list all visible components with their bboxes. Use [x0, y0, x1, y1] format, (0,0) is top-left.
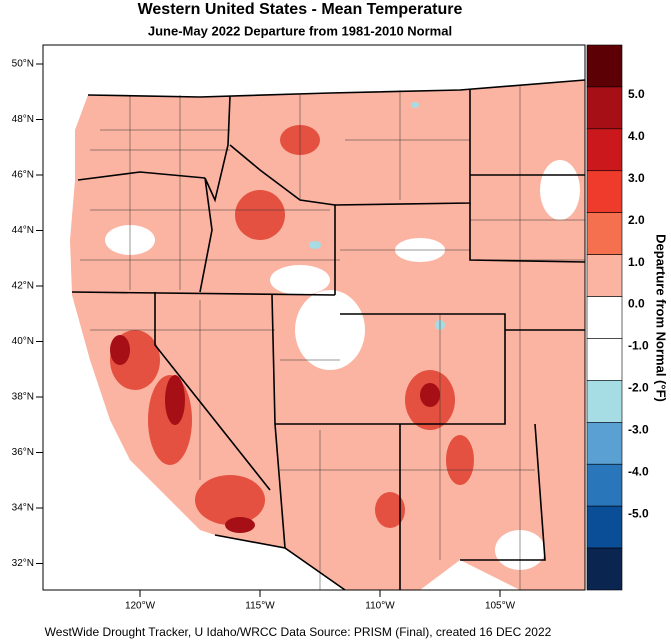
colorbar-swatch: [586, 254, 623, 297]
colorbar-label: -5.0: [628, 506, 649, 520]
title: Western United States - Mean Temperature: [138, 1, 463, 18]
lat-label: 48°N: [12, 114, 34, 125]
hot-areas: [110, 335, 440, 533]
footer: WestWide Drought Tracker, U Idaho/WRCC D…: [45, 625, 552, 639]
map: [42, 44, 586, 591]
lat-label: 40°N: [12, 336, 34, 347]
lat-label: 50°N: [12, 59, 34, 70]
colorbar-swatch: [586, 170, 623, 213]
colorbar-label: 3.0: [628, 171, 645, 185]
lon-label: 105°W: [485, 601, 516, 612]
map-frame: [42, 44, 586, 591]
lat-label: 42°N: [12, 281, 34, 292]
lat-label: 38°N: [12, 392, 34, 403]
state-borders: [71, 79, 586, 591]
colorbar-label: 1.0: [628, 255, 645, 269]
axes: 50°N 48°N 46°N 44°N 42°N 40°N 38°N 36°N 34°N 32°N…: [12, 59, 516, 612]
colorbar-swatch: [586, 86, 623, 130]
lat-label: 34°N: [12, 503, 34, 514]
colorbar-swatch: [586, 128, 623, 172]
colorbar: 5.0 4.0 3.0 2.0 1.0 0.0 -1.0 -2.0 -3.0 -4.0 -5.0: [586, 44, 649, 591]
colorbar-swatch: [586, 547, 623, 591]
lat-label: 46°N: [12, 170, 34, 181]
colorbar-label: 5.0: [628, 87, 645, 101]
colorbar-label: 4.0: [628, 129, 645, 143]
lat-label: 32°N: [12, 558, 34, 569]
colorbar-swatch: [586, 338, 623, 381]
lat-label: 36°N: [12, 447, 34, 458]
lat-label: 44°N: [12, 225, 34, 236]
colorbar-label: -4.0: [628, 464, 649, 478]
lon-label: 110°W: [365, 601, 395, 612]
colorbar-title: Departure from Normal (°F): [654, 234, 669, 402]
colorbar-swatch: [586, 463, 623, 507]
colorbar-swatch: [586, 380, 623, 423]
colorbar-label: 0.0: [628, 297, 645, 311]
colorbar-swatch: [586, 422, 623, 465]
colorbar-swatch: [586, 44, 623, 88]
subtitle: June-May 2022 Departure from 1981-2010 N…: [148, 23, 452, 38]
colorbar-swatch: [586, 212, 623, 255]
colorbar-label: -1.0: [628, 339, 649, 353]
colorbar-swatch: [586, 505, 623, 549]
colorbar-swatch: [586, 296, 623, 339]
colorbar-label: -2.0: [628, 381, 649, 395]
lon-label: 115°W: [245, 601, 275, 612]
colorbar-label: 2.0: [628, 213, 645, 227]
colorbar-label: -3.0: [628, 422, 649, 436]
lon-label: 120°W: [125, 601, 156, 612]
